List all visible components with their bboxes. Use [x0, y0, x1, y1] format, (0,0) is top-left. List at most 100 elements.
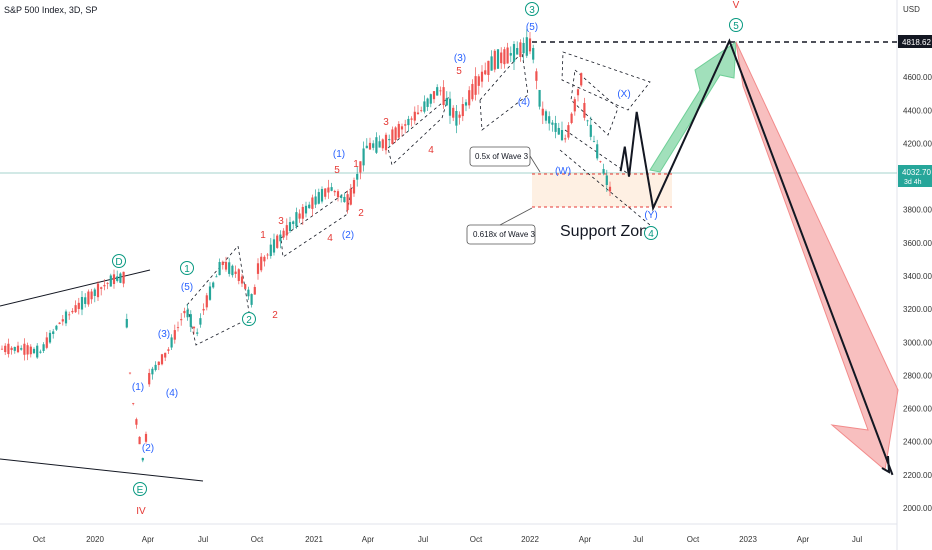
candle-body: [218, 262, 221, 276]
candle-body: [119, 273, 122, 283]
candle-body: [480, 71, 484, 82]
candle-body: [602, 169, 605, 174]
candle-body: [173, 330, 176, 340]
x-tick-label: Jul: [852, 535, 862, 544]
candle-body: [71, 310, 74, 313]
candle-body: [106, 282, 109, 284]
candle-body: [349, 188, 352, 205]
candle-body: [282, 230, 285, 238]
candle-body: [292, 221, 295, 225]
candle-body: [362, 148, 365, 166]
candle-body: [298, 213, 301, 219]
candle-body: [29, 346, 32, 355]
y-tick-label: 2400.00: [903, 438, 932, 447]
candle-body: [548, 116, 551, 124]
triangle-lower-line: [0, 458, 204, 482]
candle-body: [272, 239, 276, 253]
candle-body: [400, 126, 404, 130]
candle-body: [160, 354, 164, 365]
target-price-tag: 4818.62: [898, 35, 932, 48]
candle-body: [490, 56, 493, 71]
candle-body: [388, 139, 391, 141]
candle-body: [192, 326, 196, 329]
candle-body: [20, 348, 23, 350]
candle-body: [458, 114, 461, 118]
candle-body: [500, 52, 503, 64]
candle-body: [413, 111, 416, 121]
candle-body: [596, 144, 599, 159]
candle-body: [509, 53, 512, 56]
candle-body: [589, 124, 592, 137]
candle-body: [13, 346, 16, 351]
candle-body: [276, 235, 279, 248]
candle-body: [196, 332, 199, 334]
channel-7: [559, 149, 651, 226]
candle-body: [48, 332, 52, 343]
wave-label: (W): [555, 166, 571, 177]
candle-body: [58, 322, 61, 324]
candle-body: [151, 368, 154, 375]
wave-labels: D E IV 1 2 3 4 5 V (1) (2) (3) (4) (5) (1) (2) (3) (4) (5)…: [112, 0, 743, 517]
down-projection-arrow: [735, 41, 899, 471]
wave-label-circle: [525, 2, 539, 16]
candle-body: [10, 347, 13, 351]
candle-body: [391, 129, 394, 144]
candle-body: [186, 309, 189, 318]
x-tick-label: Apr: [579, 535, 592, 544]
candle-body: [167, 349, 170, 351]
candle-body: [448, 98, 452, 116]
candle-body: [538, 89, 541, 107]
x-tick-label: Oct: [470, 535, 483, 544]
channel-1: [186, 245, 251, 346]
candle-body: [176, 327, 180, 329]
candle-body: [125, 318, 128, 328]
candle-body: [493, 50, 496, 70]
y-tick-label: 3200.00: [903, 305, 932, 314]
candle-body: [132, 403, 135, 405]
candle-body: [148, 373, 151, 385]
candle-body: [250, 294, 253, 305]
candle-body: [215, 276, 218, 278]
candle-body: [244, 284, 247, 289]
price-axis[interactable]: [897, 0, 932, 550]
candle-body: [180, 319, 183, 321]
wave-label-circle: [644, 226, 658, 240]
candle-body: [544, 111, 548, 121]
x-tick-label: Apr: [142, 535, 155, 544]
candle-body: [68, 314, 71, 316]
y-tick-label: 2800.00: [903, 371, 932, 380]
candle-body: [346, 194, 349, 211]
candle-body: [212, 282, 215, 288]
candle-body: [519, 42, 522, 57]
candle-body: [4, 345, 7, 353]
candle-body: [442, 87, 445, 106]
candle-body: [87, 291, 90, 305]
x-tick-label: Oct: [251, 535, 264, 544]
candle-body: [141, 457, 144, 461]
candle-body: [432, 91, 436, 100]
candle-body: [39, 351, 42, 353]
current-price-timer: 3d 4h: [904, 179, 922, 186]
candle-body: [80, 296, 84, 310]
x-tick-label: Oct: [33, 535, 46, 544]
wave-label-circle: [133, 482, 147, 496]
candle-body: [288, 222, 292, 231]
candle-body: [285, 225, 288, 236]
candle-body: [484, 70, 487, 75]
wave-label: (X): [617, 89, 630, 100]
candle-body: [157, 361, 160, 366]
channel-4: [479, 51, 529, 131]
wave-label: 2: [246, 315, 252, 326]
channel-6: [570, 69, 619, 136]
current-price-tag: 4032.70 3d 4h: [898, 165, 932, 187]
x-tick-label: Apr: [362, 535, 375, 544]
candle-body: [570, 113, 573, 123]
candle-body: [445, 97, 448, 106]
candle-body: [202, 308, 205, 311]
candle-body: [128, 372, 132, 374]
candle-body: [116, 276, 119, 281]
wave-label: (1): [132, 382, 144, 393]
candle-body: [55, 325, 58, 330]
candle-body: [368, 142, 372, 150]
